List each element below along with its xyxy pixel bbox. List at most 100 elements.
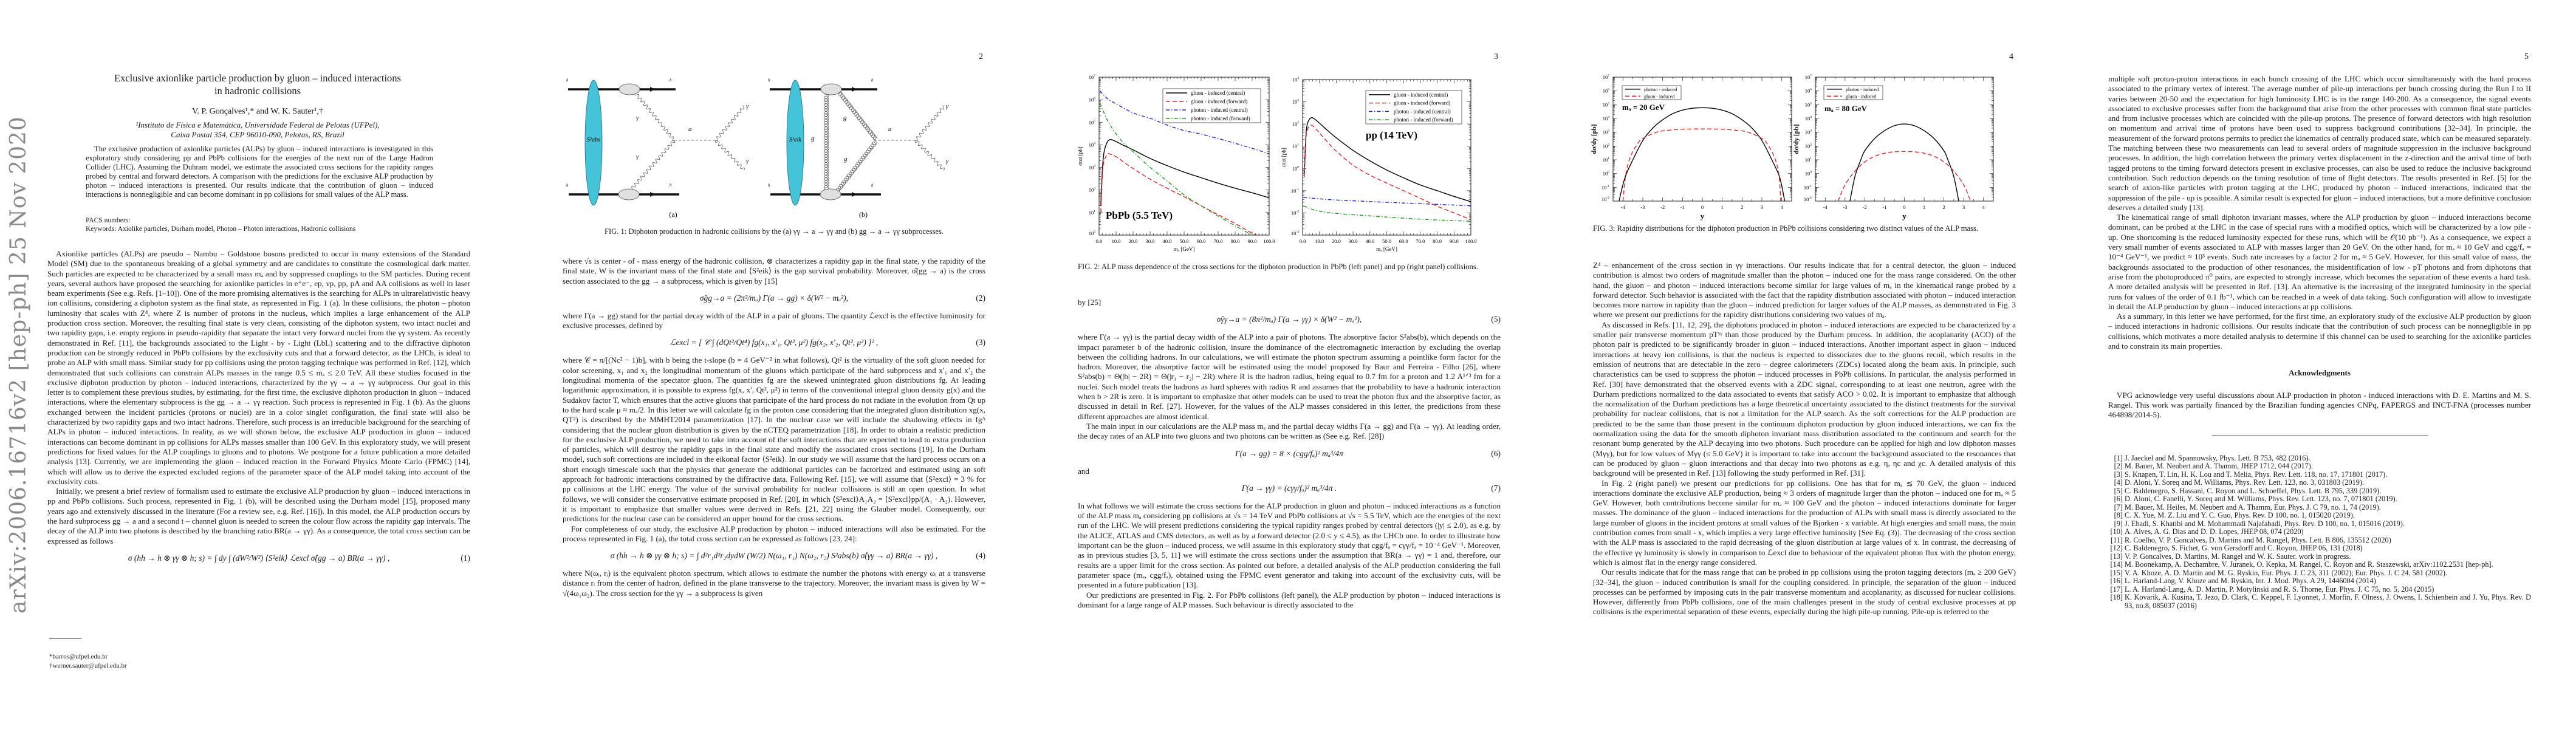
reference-item: [12] C. Baldenegro, S. Fichet, G. von Ger… bbox=[2108, 544, 2531, 553]
paragraph: The main input in our calculations are t… bbox=[1078, 421, 1501, 441]
reference-number: [17] bbox=[2110, 584, 2123, 594]
reference-item: [3] S. Knapen, T. Lin, H. K. Lou and T. M… bbox=[2108, 470, 2531, 479]
page-2: 2 h h h h a γ γ γ γ S²abs (a) h h h h a γ γ g g g S²eik (b) FI… bbox=[515, 0, 1030, 729]
y-axis-label: σtot [pb] bbox=[1281, 148, 1287, 167]
x-tick-label: 0.0 bbox=[1096, 238, 1103, 244]
reference-number: [15] bbox=[2110, 568, 2123, 577]
x-tick-label: 0 bbox=[1701, 204, 1704, 210]
x-tick-label: 30.0 bbox=[1349, 238, 1358, 244]
reference-item: [6] D. Aloni, C. Fanelli, Y. Soreq and M.… bbox=[2108, 495, 2531, 504]
x-tick-label: 4 bbox=[1982, 204, 1985, 210]
x-tick-label: 80.0 bbox=[1433, 238, 1442, 244]
equation-number: (4) bbox=[976, 551, 985, 561]
y-tick-label: 106 bbox=[1089, 97, 1096, 103]
x-tick-label: 1 bbox=[1923, 204, 1925, 210]
references-list: [1] J. Jaeckel and M. Spannowsky, Phys. L… bbox=[2108, 454, 2532, 611]
equation: ℒexcl = [ 𝒞 ∫ (dQt²/Qt⁴) fg(x₁, x′₁, Qt²… bbox=[563, 337, 985, 349]
hadron-label: h bbox=[768, 78, 770, 83]
photon-label: γ bbox=[746, 103, 749, 110]
paper-title: Exclusive axionlike particle production … bbox=[0, 72, 515, 97]
y-tick-label: 102 bbox=[1292, 121, 1300, 127]
x-tick-label: 10.0 bbox=[1112, 238, 1121, 244]
y-axis-label: σtot [pb] bbox=[1077, 146, 1083, 166]
y-tick-label: 104 bbox=[1805, 115, 1812, 122]
hadron-label: h bbox=[670, 183, 672, 188]
legend-entry: gluon - induced (forward) bbox=[1191, 98, 1247, 104]
reference-item: [4] D. Aloni, Y. Soreq and M. Williams, P… bbox=[2108, 478, 2531, 487]
reference-item: [11] R. Coelho, V. P. Goncalves, D. Marti… bbox=[2108, 536, 2531, 545]
x-tick-label: 30.0 bbox=[1146, 238, 1155, 244]
y-tick-label: 107 bbox=[1089, 74, 1096, 80]
reference-item: [7] M. Bauer, M. Heiles, M. Neubert and A… bbox=[2108, 503, 2531, 512]
legend-entry: photon - induced bbox=[1644, 87, 1677, 92]
x-tick-label: 60.0 bbox=[1197, 238, 1206, 244]
reference-item: [5] C. Baldenegro, S. Hassani, C. Royon a… bbox=[2108, 487, 2531, 496]
series-line-photon-induced-central- bbox=[1303, 197, 1471, 207]
paragraph: As a summary, in this letter we have per… bbox=[2108, 312, 2531, 351]
x-tick-label: 3 bbox=[1962, 204, 1965, 210]
body-text: by [25] σ̂γγ→a = (8π²/mₐ) Γ(a → γγ) × δ(W… bbox=[1078, 298, 1501, 610]
paragraph: multiple soft proton-proton interactions… bbox=[2108, 74, 2531, 212]
acknowledgments-text: VPG acknowledge very useful discussions … bbox=[2108, 390, 2531, 420]
x-tick-label: -3 bbox=[1640, 204, 1645, 210]
affiliation: ¹Instituto de Física e Matemática, Unive… bbox=[0, 120, 515, 139]
reference-item: [14] M. Boonekamp, A. Dechambre, V. Juran… bbox=[2108, 560, 2531, 569]
series-line-photon-induced-forward- bbox=[1303, 205, 1471, 222]
survival-factor-label: S²eik bbox=[789, 137, 801, 143]
y-tick-label: 10-2 bbox=[1601, 196, 1609, 202]
equation-number: (5) bbox=[1491, 315, 1501, 324]
legend: photon - induced gluon - induced bbox=[1823, 85, 1883, 100]
reference-item: [1] J. Jaeckel and M. Spannowsky, Phys. L… bbox=[2108, 454, 2531, 463]
page-5: 5 multiple soft proton-proton interactio… bbox=[2061, 0, 2576, 729]
reference-number: [10] bbox=[2110, 527, 2123, 536]
paragraph: As discussed in Refs. [11, 12, 29], the … bbox=[1593, 320, 2016, 478]
page-number: 2 bbox=[979, 52, 983, 61]
plot-frame bbox=[1815, 77, 1994, 202]
paragraph: where N(ωᵢ, rᵢ) is the equivalent photon… bbox=[563, 569, 985, 598]
reference-number: [9] bbox=[2114, 519, 2123, 528]
y-tick-label: 103 bbox=[1292, 99, 1300, 105]
x-tick-label: 1 bbox=[1721, 204, 1724, 210]
affiliation-line: ¹Instituto de Física e Matemática, Unive… bbox=[135, 120, 380, 129]
reference-number: [2] bbox=[2114, 462, 2123, 470]
paragraph: where Γ(a → gg) stand for the partial de… bbox=[563, 310, 985, 330]
y-tick-label: 10-3 bbox=[1291, 230, 1299, 236]
reference-text: J. Jaeckel and M. Spannowsky, Phys. Lett… bbox=[2125, 453, 2311, 462]
reference-text: K. Kovarik, A. Kusina, T. Jezo, D. Clark… bbox=[2125, 593, 2531, 610]
pacs-numbers: PACS numbers: bbox=[86, 217, 131, 224]
y-tick-label: 102 bbox=[1089, 187, 1096, 193]
paragraph: For completeness of our study, the exclu… bbox=[563, 524, 985, 543]
reference-number: [18] bbox=[2110, 593, 2123, 601]
reference-number: [14] bbox=[2110, 560, 2123, 569]
x-tick-label: 2 bbox=[1741, 204, 1743, 210]
photon-line bbox=[634, 92, 674, 142]
equation-body: σ (hh → h ⊗ γγ ⊗ h; s) = ∫ d²r₁d²r₂dydW … bbox=[610, 551, 938, 561]
body-text: Z⁴ – enhancement of the cross section in… bbox=[1593, 261, 2016, 617]
x-tick-label: -1 bbox=[1882, 204, 1886, 210]
reference-text: D. Aloni, Y. Soreq and M. Williams, Phys… bbox=[2125, 478, 2365, 487]
y-tick-label: 104 bbox=[1089, 142, 1096, 148]
x-tick-label: 100.0 bbox=[1263, 238, 1275, 244]
photon-line bbox=[715, 105, 745, 141]
affiliation-line: Caixa Postal 354, CEP 96010-090, Pelotas… bbox=[171, 129, 344, 139]
paragraph: Axionlike particles (ALPs) are pseudo – … bbox=[47, 249, 470, 486]
survival-factor-ellipse bbox=[786, 80, 804, 206]
survival-factor-ellipse bbox=[584, 80, 603, 206]
reference-item: [16] L. Harland-Lang, V. Khoze and M. Rys… bbox=[2108, 577, 2531, 586]
reference-text: R. Coelho, V. P. Goncalves, D. Martins a… bbox=[2125, 535, 2391, 544]
paragraph: and bbox=[1078, 466, 1089, 476]
reference-text: M. Bauer, M. Neubert and A. Thamm, JHEP … bbox=[2125, 462, 2313, 470]
keywords: Keywords: Axiolike particles, Durham mod… bbox=[86, 225, 356, 233]
reference-number: [5] bbox=[2114, 486, 2123, 495]
y-tick-label: 104 bbox=[1603, 115, 1610, 122]
y-tick-label: 104 bbox=[1292, 77, 1300, 83]
photon-label: γ bbox=[746, 157, 749, 165]
legend-entry: gluon - induced (forward) bbox=[1394, 100, 1450, 106]
legend: gluon - induced (central) gluon - induced… bbox=[1162, 88, 1261, 123]
x-tick-label: 0.0 bbox=[1300, 238, 1306, 244]
equation-body: Γ(a → γγ) = (cγγ/fₐ)² mₐ³/4π . bbox=[1241, 483, 1337, 493]
legend-entry: photon - induced (forward) bbox=[1191, 115, 1250, 122]
paragraph: In Fig. 2 (right panel) we present our p… bbox=[1593, 478, 2016, 567]
y-tick-label: 100 bbox=[1805, 171, 1812, 177]
